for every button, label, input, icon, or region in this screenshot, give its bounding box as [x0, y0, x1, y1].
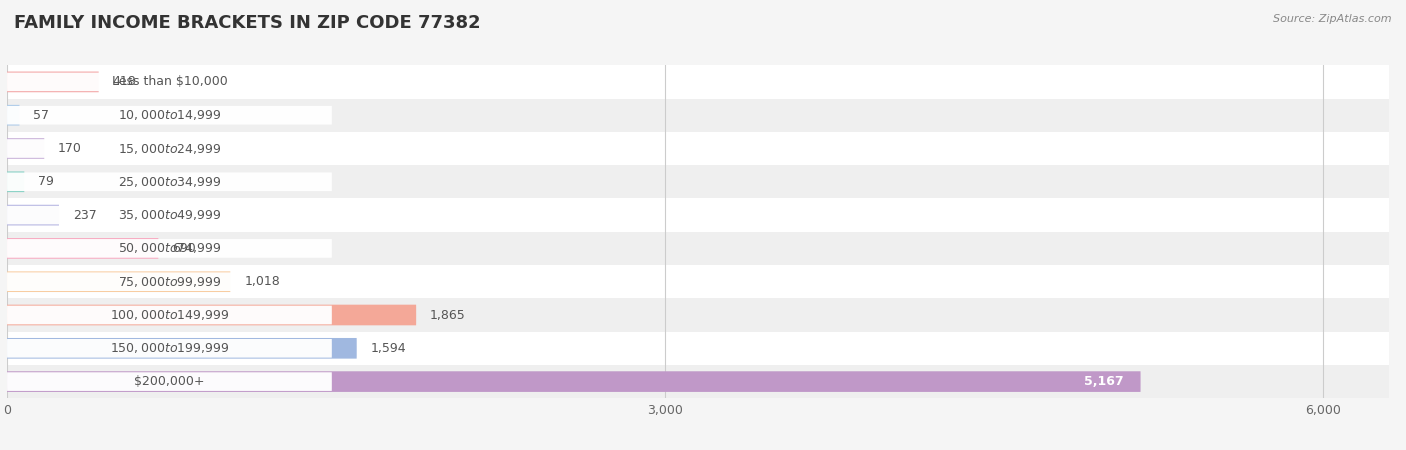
Bar: [7, 232, 1389, 265]
Bar: [7, 132, 1389, 165]
FancyBboxPatch shape: [7, 139, 332, 158]
FancyBboxPatch shape: [7, 206, 332, 225]
Bar: [7, 99, 1389, 132]
FancyBboxPatch shape: [7, 239, 332, 258]
FancyBboxPatch shape: [7, 238, 159, 259]
Bar: [7, 265, 1389, 298]
Bar: [7, 65, 1389, 99]
FancyBboxPatch shape: [7, 305, 416, 325]
Text: 170: 170: [58, 142, 82, 155]
FancyBboxPatch shape: [7, 72, 332, 91]
Text: 1,018: 1,018: [245, 275, 280, 288]
Text: 5,167: 5,167: [1084, 375, 1123, 388]
FancyBboxPatch shape: [7, 306, 332, 324]
Bar: [7, 165, 1389, 198]
Text: Less than $10,000: Less than $10,000: [111, 76, 228, 88]
FancyBboxPatch shape: [7, 105, 20, 126]
Text: $35,000 to $49,999: $35,000 to $49,999: [118, 208, 221, 222]
Text: 418: 418: [112, 76, 136, 88]
Text: $25,000 to $34,999: $25,000 to $34,999: [118, 175, 221, 189]
Text: $10,000 to $14,999: $10,000 to $14,999: [118, 108, 221, 122]
FancyBboxPatch shape: [7, 138, 45, 159]
FancyBboxPatch shape: [7, 272, 332, 291]
FancyBboxPatch shape: [7, 338, 357, 359]
Text: FAMILY INCOME BRACKETS IN ZIP CODE 77382: FAMILY INCOME BRACKETS IN ZIP CODE 77382: [14, 14, 481, 32]
FancyBboxPatch shape: [7, 372, 332, 391]
Text: 237: 237: [73, 209, 97, 221]
Text: $50,000 to $74,999: $50,000 to $74,999: [118, 241, 221, 256]
Text: 690: 690: [172, 242, 195, 255]
Bar: [7, 198, 1389, 232]
FancyBboxPatch shape: [7, 171, 24, 192]
Text: 1,865: 1,865: [430, 309, 465, 321]
FancyBboxPatch shape: [7, 271, 231, 292]
FancyBboxPatch shape: [7, 72, 98, 92]
Text: 79: 79: [38, 176, 53, 188]
Bar: [7, 365, 1389, 398]
FancyBboxPatch shape: [7, 339, 332, 358]
FancyBboxPatch shape: [7, 205, 59, 225]
Text: $75,000 to $99,999: $75,000 to $99,999: [118, 274, 221, 289]
Text: 57: 57: [34, 109, 49, 122]
Bar: [7, 332, 1389, 365]
FancyBboxPatch shape: [7, 371, 1140, 392]
Text: $15,000 to $24,999: $15,000 to $24,999: [118, 141, 221, 156]
Text: 1,594: 1,594: [371, 342, 406, 355]
Bar: [7, 298, 1389, 332]
Text: $200,000+: $200,000+: [134, 375, 205, 388]
FancyBboxPatch shape: [7, 106, 332, 125]
Text: $150,000 to $199,999: $150,000 to $199,999: [110, 341, 229, 356]
Text: Source: ZipAtlas.com: Source: ZipAtlas.com: [1274, 14, 1392, 23]
Text: $100,000 to $149,999: $100,000 to $149,999: [110, 308, 229, 322]
FancyBboxPatch shape: [7, 172, 332, 191]
